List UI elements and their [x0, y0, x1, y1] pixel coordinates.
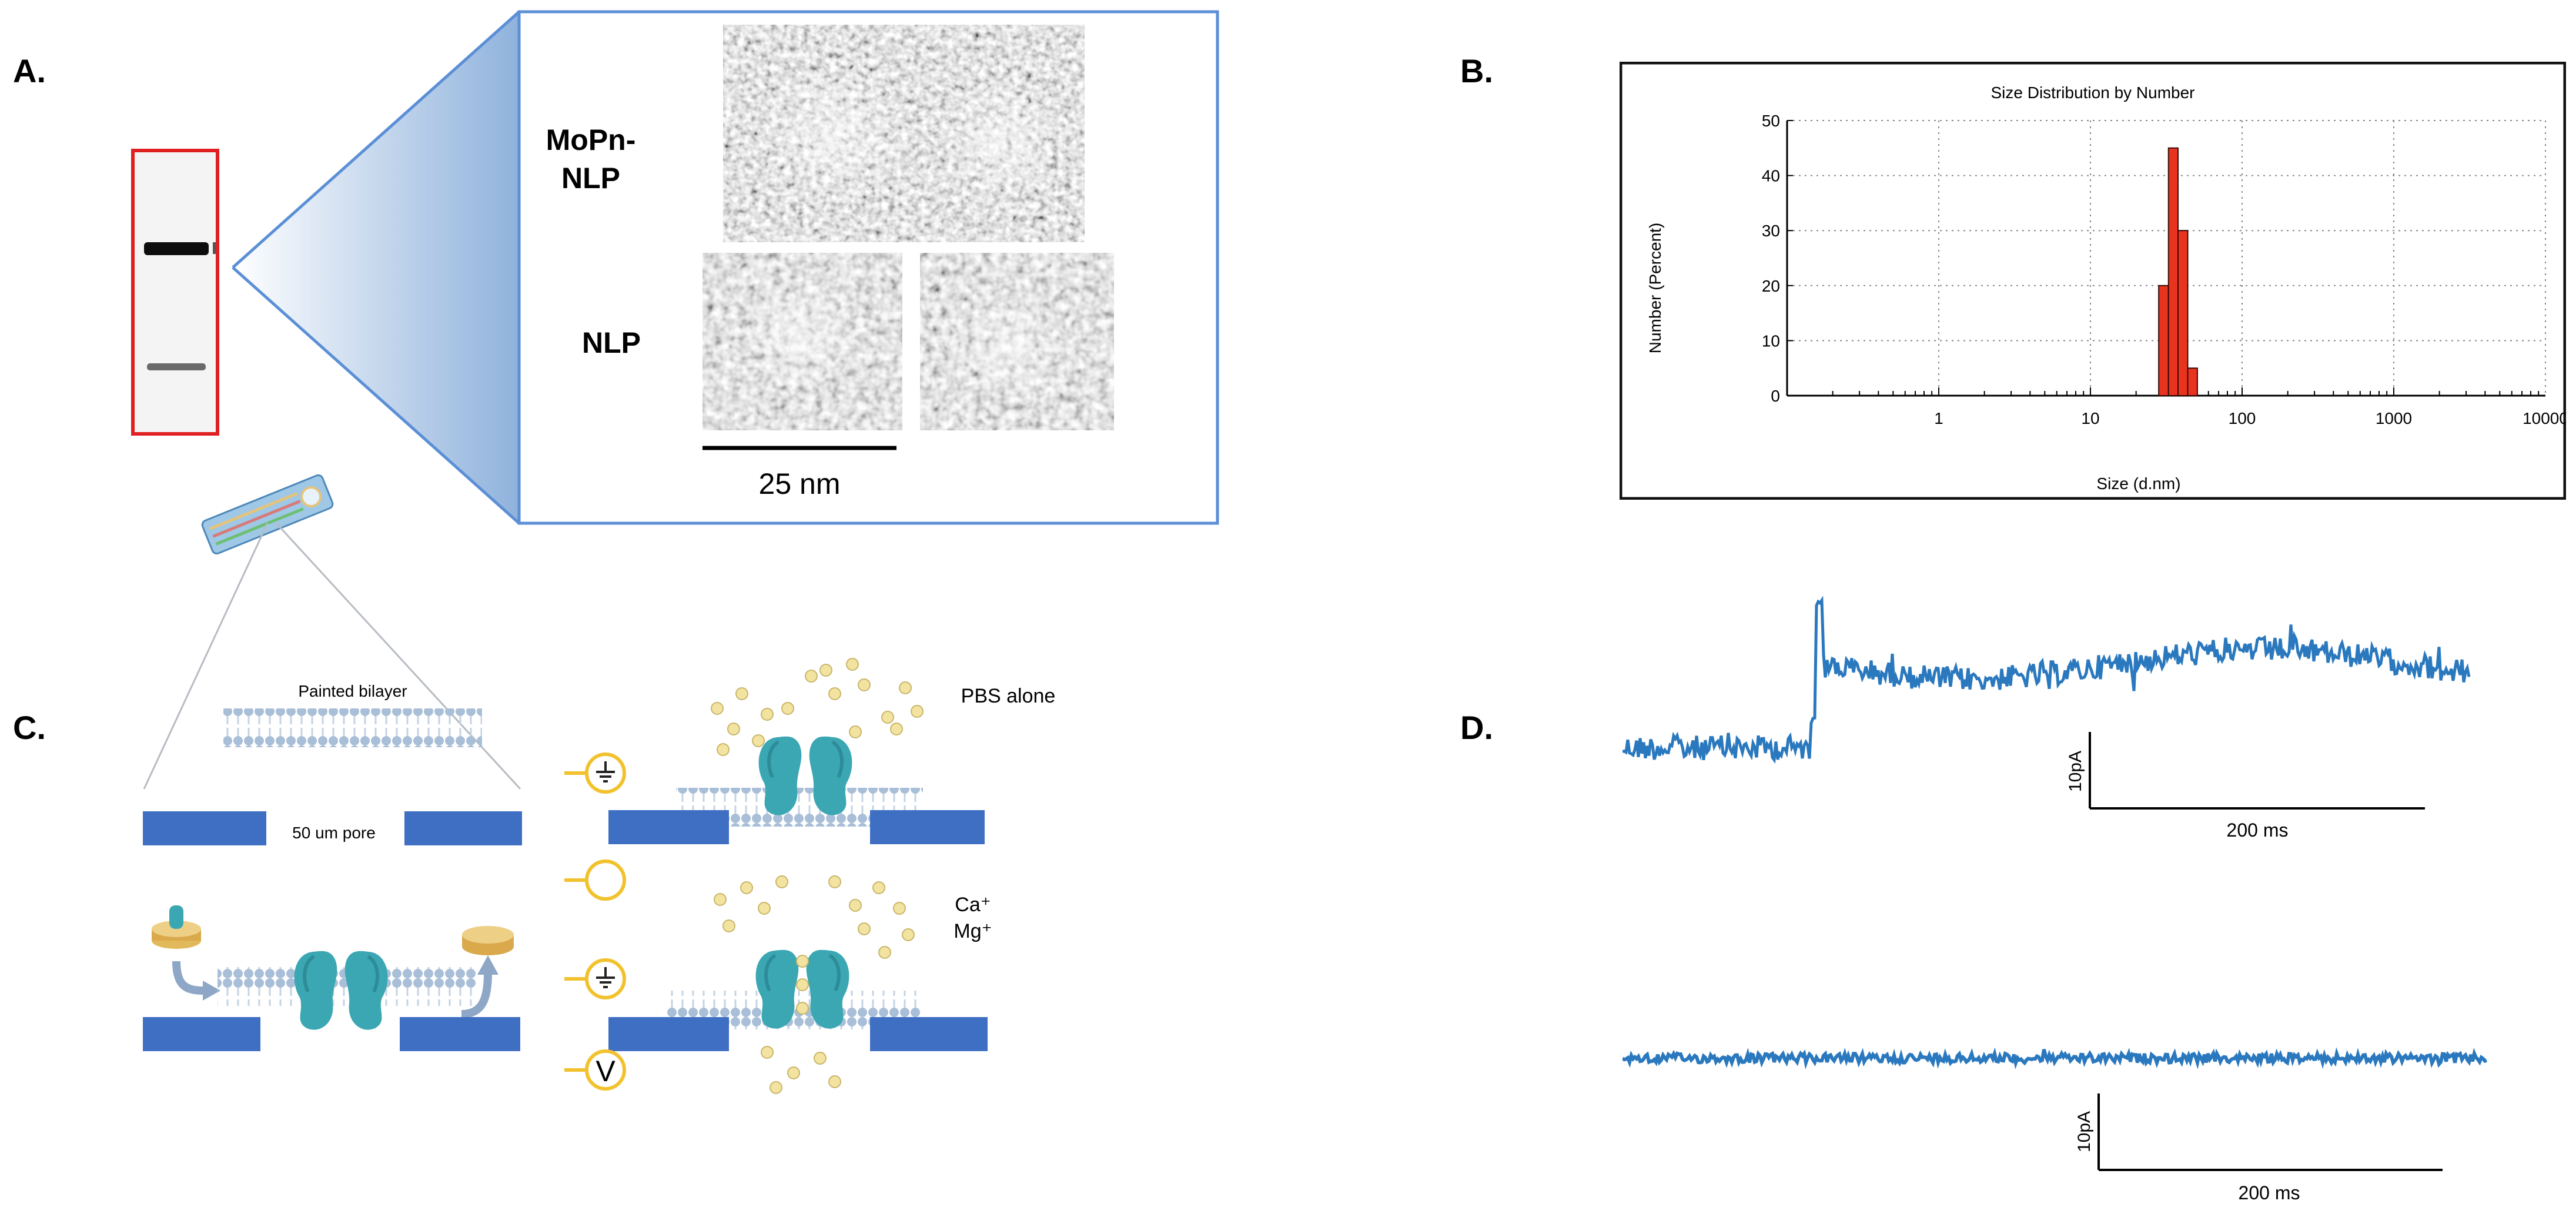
nlp-label: NLP: [582, 326, 641, 359]
panel-c-label: C.: [13, 709, 46, 746]
x-axis-label: Size (d.nm): [2096, 474, 2180, 493]
gel-lane: [131, 149, 219, 436]
x-tick-label: 1: [1934, 409, 1943, 427]
em-image-nlp-2: [920, 253, 1114, 430]
scale-bar-bottom: [2097, 1093, 2443, 1171]
voltage-electrode-icon-2: [564, 1051, 624, 1089]
ca-label: Ca⁺: [955, 894, 991, 916]
em-image-mopn-nlp: [723, 25, 1085, 242]
y-tick-label: 30: [1762, 222, 1780, 240]
scale-bottom-x-label: 200 ms: [2239, 1182, 2300, 1203]
chart-title: Size Distribution by Number: [1990, 83, 2194, 102]
mopn-nlp-label-line1: MoPn-: [546, 123, 636, 156]
current-trace-bottom: [1622, 1047, 2487, 1069]
scale-top-x-label: 200 ms: [2227, 820, 2289, 841]
panel-d-label: D.: [1460, 709, 1493, 746]
y-tick-label: 40: [1762, 167, 1780, 185]
scale-bar-label: 25 nm: [759, 467, 841, 500]
insert-arrow: [172, 961, 203, 995]
panel-c-schematic: Painted bilayer 50 um pore V PBS alone: [143, 474, 1056, 1094]
x-tick-label: 1000: [2376, 409, 2412, 427]
x-tick-label: 10: [2081, 409, 2099, 427]
panel-d-traces: 10pA 200 ms 10pA 200 ms: [1622, 596, 2487, 1203]
ground-electrode-icon-2: [564, 960, 624, 998]
y-tick-label: 0: [1771, 387, 1780, 405]
panel-a-figure: MoPn- NLP NLP 25 nm: [131, 10, 1219, 525]
pore-label: 50 um pore: [292, 824, 376, 842]
empty-nlp-disc-icon: [462, 926, 514, 955]
current-trace-top: [1622, 596, 2471, 764]
gel-highlight-box: [131, 149, 219, 436]
y-tick-label: 10: [1762, 332, 1780, 350]
x-tick-label: 100: [2229, 409, 2256, 427]
scale-top-y-label: 10pA: [2066, 751, 2085, 792]
painted-bilayer: [223, 708, 482, 747]
histogram-bar: [2158, 285, 2169, 396]
panel-a-label: A.: [13, 52, 46, 89]
substrate-right: [404, 811, 522, 845]
pbs-alone-label: PBS alone: [961, 685, 1056, 707]
x-tick-label: 10000: [2523, 409, 2566, 427]
mopn-nlp-label-line2: NLP: [561, 162, 620, 195]
em-image-nlp-1: [702, 253, 902, 430]
chart-frame: [1620, 62, 2566, 500]
y-tick-label: 20: [1762, 277, 1780, 295]
ground-electrode-icon: [564, 754, 624, 792]
panel-b-label: B.: [1460, 52, 1493, 89]
chip-icon: [201, 474, 334, 555]
histogram-bar: [2177, 230, 2189, 396]
mg-label: Mg⁺: [954, 920, 992, 942]
size-distribution-chart: Size Distribution by Number Number (Perc…: [1620, 62, 2566, 500]
scale-bottom-y-label: 10pA: [2075, 1111, 2094, 1152]
voltage-label-2: V: [596, 1055, 615, 1088]
painted-bilayer-label: Painted bilayer: [298, 682, 407, 700]
y-axis-label: Number (Percent): [1646, 223, 1664, 354]
zoom-funnel: [233, 12, 519, 523]
substrate-left: [143, 811, 266, 845]
nlp-disc-with-protein-icon: [152, 905, 201, 949]
histogram-bar: [2167, 147, 2179, 397]
release-arrow: [461, 972, 492, 1018]
histogram-bar: [2187, 367, 2198, 397]
y-tick-label: 50: [1762, 112, 1780, 130]
scale-bar-top: [2089, 732, 2425, 810]
